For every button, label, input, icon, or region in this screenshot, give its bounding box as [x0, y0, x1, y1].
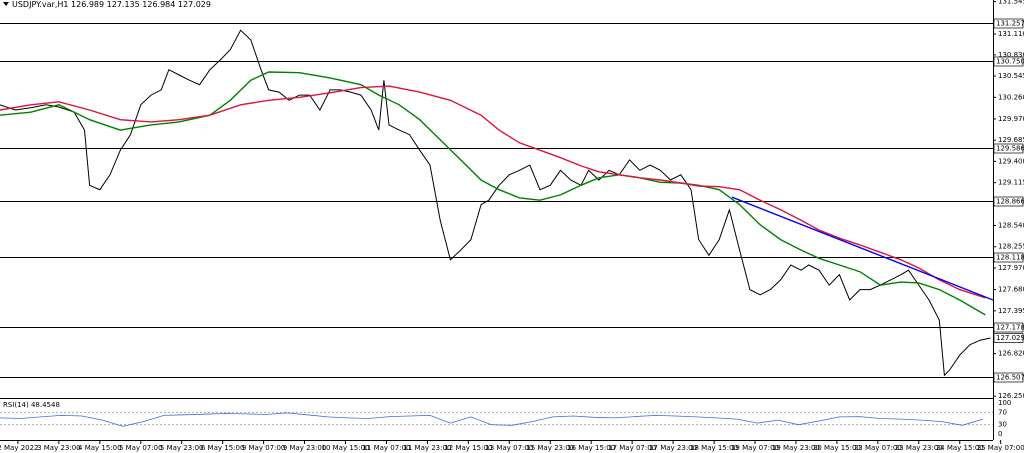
x-tick-label: 12 May 15:00 — [444, 444, 492, 452]
x-tick-label: 4 May 15:00 — [78, 444, 122, 452]
x-tick-label: 25 May 07:00 — [977, 444, 1024, 452]
y-tick-label: 129.115 — [998, 179, 1024, 187]
x-tick-label: 24 May 15:00 — [936, 444, 984, 452]
rsi-line — [0, 412, 983, 427]
y-tick-label: 130.260 — [998, 93, 1024, 101]
x-tick-label: 18 May 15:00 — [690, 444, 738, 452]
x-tick-label: 9 May 07:00 — [242, 444, 286, 452]
y-tick-label: 129.400 — [998, 157, 1024, 165]
rsi-tick-label: 30 — [998, 421, 1007, 429]
level-label: 126.507 — [996, 374, 1024, 382]
x-tick-label: 3 May 23:00 — [37, 444, 81, 452]
y-tick-label: 126.820 — [998, 350, 1024, 358]
level-label: 129.586 — [996, 145, 1024, 153]
rsi-tick-label: 100 — [998, 399, 1011, 407]
y-tick-label: 130.830 — [998, 51, 1024, 59]
y-tick-label: 127.970 — [998, 264, 1024, 272]
level-label-box — [993, 322, 1024, 333]
x-tick-label: 9 May 23:00 — [283, 444, 327, 452]
y-tick-label: 126.250 — [998, 392, 1024, 400]
y-tick-label: 128.255 — [998, 243, 1024, 251]
x-tick-label: 5 May 23:00 — [160, 444, 204, 452]
level-label: 128.118 — [996, 254, 1024, 262]
level-label-box — [993, 252, 1024, 263]
x-tick-label: 2 May 2022 — [0, 444, 39, 452]
x-tick-label: 20 May 15:00 — [813, 444, 861, 452]
x-tick-label: 23 May 23:00 — [895, 444, 943, 452]
y-tick-label: 129.970 — [998, 115, 1024, 123]
level-label-box — [993, 18, 1024, 29]
x-tick-label: 16 May 15:00 — [567, 444, 615, 452]
current-price-label: 127.029 — [996, 334, 1024, 342]
x-tick-label: 11 May 07:00 — [362, 444, 410, 452]
x-tick-label: 15 May 23:00 — [526, 444, 574, 452]
x-tick-label: 23 May 07:00 — [854, 444, 902, 452]
y-tick-label: 131.110 — [998, 30, 1024, 38]
y-tick-label: 129.685 — [998, 136, 1024, 144]
level-label: 128.866 — [996, 198, 1024, 206]
level-label-box — [993, 143, 1024, 154]
level-label-box — [993, 372, 1024, 383]
x-tick-label: 13 May 07:00 — [485, 444, 533, 452]
chart-header: USDJPY.var,H1 126.989 127.135 126.984 12… — [12, 0, 211, 9]
x-tick-label: 5 May 07:00 — [119, 444, 163, 452]
y-tick-label: 131.545 — [998, 0, 1024, 6]
level-label-box — [993, 56, 1024, 67]
x-tick-label: 19 May 23:00 — [772, 444, 820, 452]
x-tick-label: 6 May 15:00 — [201, 444, 245, 452]
menu-arrow — [3, 2, 9, 6]
rsi-tick-label: 70 — [998, 408, 1007, 416]
series-line — [731, 196, 994, 301]
x-tick-label: 10 May 15:00 — [321, 444, 369, 452]
x-tick-label: 19 May 07:00 — [731, 444, 779, 452]
rsi-tick-label: 0 — [998, 430, 1002, 438]
y-tick-label: 127.395 — [998, 307, 1024, 315]
current-price-box — [993, 333, 1024, 343]
series-line — [0, 85, 986, 299]
y-tick-label: 130.545 — [998, 72, 1024, 80]
x-tick-label: 17 May 07:00 — [608, 444, 656, 452]
rsi-header: RSI(14) 48.4548 — [3, 401, 60, 409]
level-label: 131.257 — [996, 20, 1024, 28]
series-line — [0, 71, 986, 316]
level-label: 127.178 — [996, 324, 1024, 332]
y-tick-label: 127.680 — [998, 286, 1024, 294]
x-tick-label: 11 May 23:00 — [403, 444, 451, 452]
x-tick-label: 17 May 23:00 — [649, 444, 697, 452]
level-label: 130.750 — [996, 58, 1024, 66]
y-tick-label: 128.540 — [998, 221, 1024, 229]
level-label-box — [993, 196, 1024, 207]
series-line — [0, 29, 991, 377]
